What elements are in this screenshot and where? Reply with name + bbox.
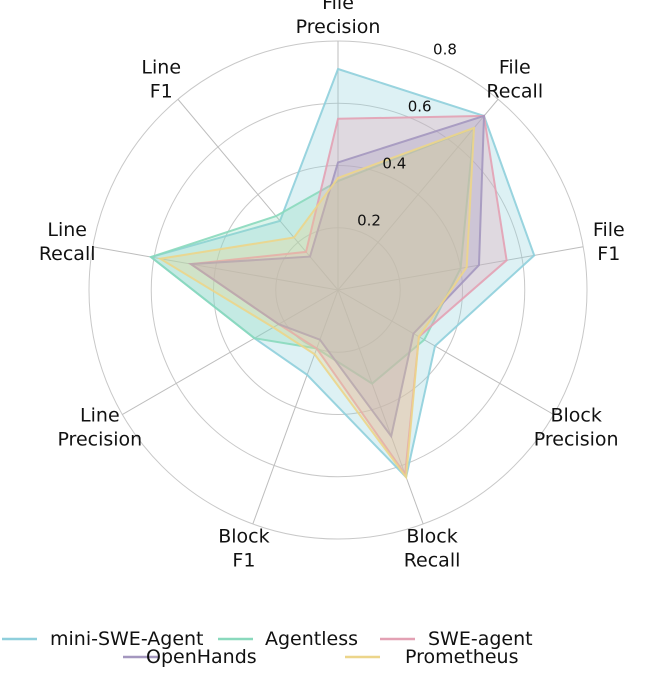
- axis-spoke: [337, 98, 499, 291]
- series-polygon-openhands: [187, 114, 486, 439]
- axis-spoke: [337, 289, 554, 415]
- axis-labels: File Precision File Recall File F1 Block Precis…: [39, 0, 625, 571]
- axis-spoke: [252, 289, 339, 525]
- axis-label: Block F1: [218, 525, 269, 571]
- axis-label: Line Precision: [57, 405, 142, 451]
- axis-label: File Precision: [296, 0, 381, 38]
- axis-label: File Recall: [486, 56, 543, 102]
- series-polygon-swe-agent: [188, 114, 508, 478]
- radial-tick-label: 0.4: [382, 154, 406, 172]
- axis-spoke: [92, 246, 339, 291]
- legend-label: Agentless: [265, 628, 358, 650]
- radial-tick-label: 0.6: [408, 98, 432, 116]
- axis-spoke: [177, 98, 339, 291]
- legend-label: OpenHands: [146, 646, 257, 668]
- series-polygon-agentless: [148, 126, 476, 385]
- axis-spoke: [122, 289, 339, 415]
- radial-tick-label: 0.2: [357, 211, 381, 229]
- axis-label: Block Precision: [534, 405, 619, 451]
- legend-label: mini-SWE-Agent: [50, 628, 204, 650]
- legend: mini-SWE-Agent Agentless SWE-agent OpenHand…: [2, 628, 533, 668]
- axis-label: Line F1: [141, 56, 181, 102]
- axis-label: Block Recall: [404, 525, 461, 571]
- series-polygons: [148, 67, 536, 480]
- series-polygon-mini-swe-agent: [148, 67, 536, 480]
- radial-tick-label: 0.8: [433, 41, 457, 59]
- axis-spoke: [337, 289, 424, 525]
- series-polygon-prometheus: [157, 126, 476, 480]
- axis-label: Line Recall: [39, 219, 96, 265]
- legend-label: SWE-agent: [428, 628, 533, 650]
- radar-grid: [88, 40, 588, 540]
- axis-label: File F1: [593, 219, 625, 265]
- radial-tick-labels: 0.2 0.4 0.6 0.8: [357, 41, 457, 230]
- legend-label: Prometheus: [405, 646, 518, 668]
